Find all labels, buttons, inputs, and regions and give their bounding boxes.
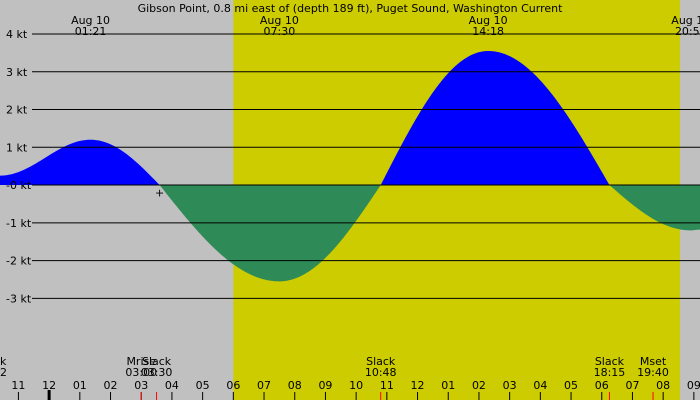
y-tick-label: 1 kt xyxy=(6,141,28,154)
bottom-event-time: 03:30 xyxy=(141,366,173,379)
hour-tick-label: 07 xyxy=(625,379,639,392)
event-time-label: 07:30 xyxy=(264,25,296,38)
current-area-layer xyxy=(0,50,700,282)
y-tick-label-layer: 4 kt 3 kt 2 kt 1 kt -0 kt -1 kt -2 kt -3 kt xyxy=(6,28,32,305)
hour-tick-label: 03 xyxy=(503,379,517,392)
y-tick-label: 4 kt xyxy=(6,28,28,41)
y-tick-label: -1 kt xyxy=(6,217,32,230)
hour-tick-label: 02 xyxy=(104,379,118,392)
bottom-event-time: 2 xyxy=(0,366,7,379)
hour-tick-label: 04 xyxy=(533,379,547,392)
gridline-layer: + xyxy=(32,33,700,299)
event-time-label: 01:21 xyxy=(75,25,107,38)
hour-tick-label: 06 xyxy=(595,379,609,392)
midnight-mark xyxy=(47,390,51,400)
hour-tick-label: 01 xyxy=(441,379,455,392)
hour-tick-label: 05 xyxy=(564,379,578,392)
hour-tick-label: 01 xyxy=(73,379,87,392)
hour-tick-label: 03 xyxy=(134,379,148,392)
hour-tick-label: 09 xyxy=(687,379,700,392)
hour-tick-layer: 11 12 01 02 03 04 05 06 07 08 09 10 11 12 01 02 03 04 05 06… xyxy=(11,379,700,400)
flood-area xyxy=(381,50,609,186)
hour-tick-label: 07 xyxy=(257,379,271,392)
ebb-area xyxy=(610,185,700,231)
hour-tick-label: 08 xyxy=(288,379,302,392)
bottom-event-time: 10:48 xyxy=(365,366,397,379)
hour-tick-label: 06 xyxy=(226,379,240,392)
hour-tick-label: 08 xyxy=(656,379,670,392)
hour-tick-label: 05 xyxy=(196,379,210,392)
flood-area xyxy=(0,139,159,186)
event-date-label: Aug 10 xyxy=(469,14,508,27)
hour-tick-label: 04 xyxy=(165,379,179,392)
bottom-label-layer: k2Mrise03:00Slack03:30Slack10:48Slack18:… xyxy=(0,355,669,379)
chart-title: Gibson Point, 0.8 mi east of (depth 189 … xyxy=(138,2,564,15)
current-time-marker: + xyxy=(155,187,164,200)
bottom-event-label: k xyxy=(0,355,7,368)
bottom-event-time: 03:00 xyxy=(125,366,157,379)
y-tick-label: 2 kt xyxy=(6,104,28,117)
event-date-label: Aug 10 xyxy=(260,14,299,27)
hour-tick-label: 10 xyxy=(349,379,363,392)
hour-tick-label: 12 xyxy=(411,379,425,392)
hour-tick-label: 09 xyxy=(318,379,332,392)
y-tick-label: -2 kt xyxy=(6,255,32,268)
bottom-event-label: Mrise xyxy=(126,355,156,368)
event-time-label: 14:18 xyxy=(472,25,504,38)
event-date-label: Aug 10 xyxy=(671,14,700,27)
hour-tick-label: 11 xyxy=(11,379,25,392)
hour-tick-label: 11 xyxy=(380,379,394,392)
bottom-event-label: Mset xyxy=(640,355,667,368)
bottom-event-label: Slack xyxy=(142,355,172,368)
hour-tick-label: 02 xyxy=(472,379,486,392)
bottom-event-time: 19:40 xyxy=(637,366,669,379)
event-date-label: Aug 10 xyxy=(71,14,110,27)
event-time-label: 20:54 xyxy=(675,25,700,38)
bottom-event-label: Slack xyxy=(366,355,396,368)
hour-tick-label: 12 xyxy=(42,379,56,392)
ebb-area xyxy=(160,185,380,282)
bottom-event-label: Slack xyxy=(595,355,625,368)
y-tick-label: -3 kt xyxy=(6,292,32,305)
bottom-event-time: 18:15 xyxy=(594,366,626,379)
y-tick-label: 3 kt xyxy=(6,66,28,79)
y-tick-label: -0 kt xyxy=(6,179,32,192)
